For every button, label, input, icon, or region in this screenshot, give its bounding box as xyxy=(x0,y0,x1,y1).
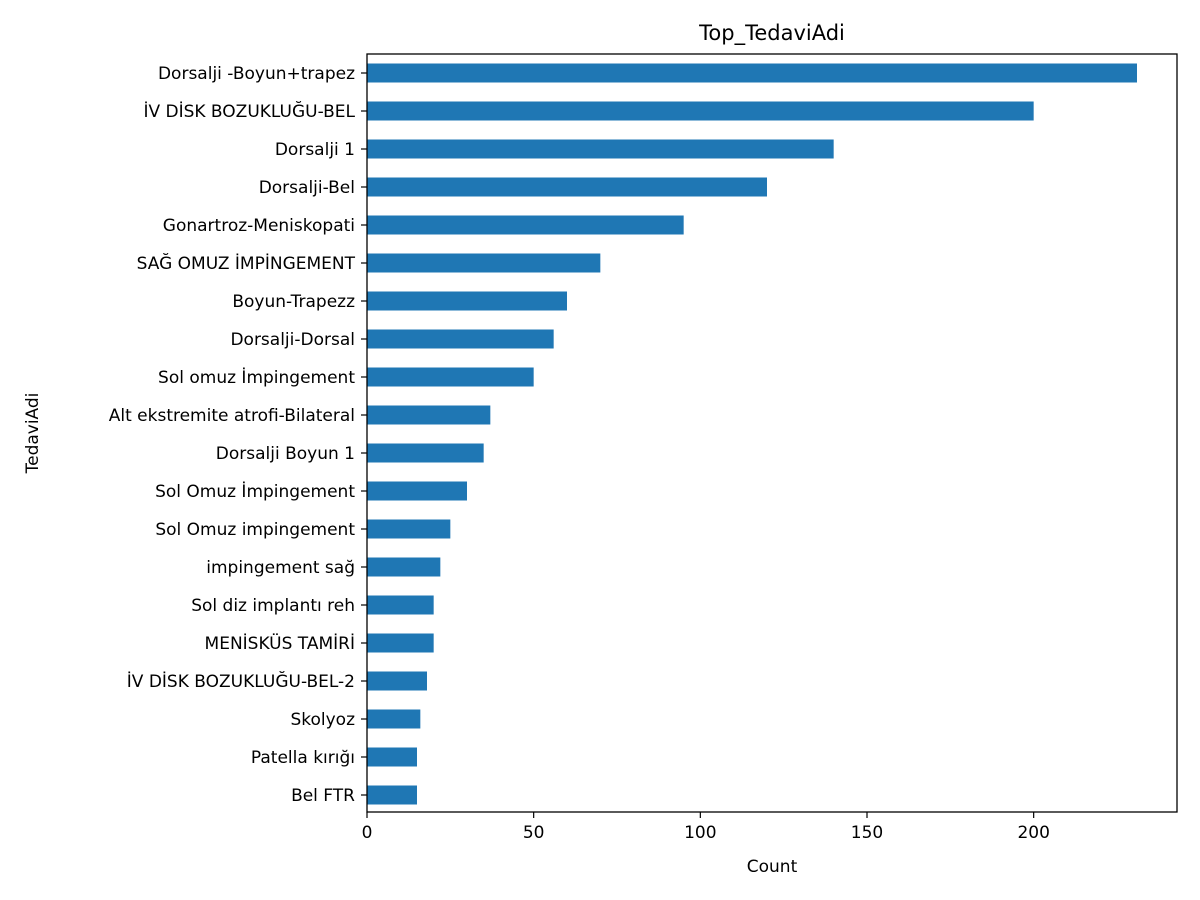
chart-title: Top_TedaviAdi xyxy=(698,21,845,46)
bar xyxy=(367,139,834,159)
bar xyxy=(367,367,534,387)
bars-group xyxy=(367,63,1137,805)
bar xyxy=(367,747,417,767)
bar xyxy=(367,405,491,425)
x-axis-label: Count xyxy=(747,857,798,877)
y-tick-label: Patella kırığı xyxy=(251,748,355,768)
y-tick-label: MENİSKÜS TAMİRİ xyxy=(205,632,355,654)
x-tick-label: 0 xyxy=(362,823,373,843)
y-tick-label: Dorsalji-Dorsal xyxy=(230,330,355,350)
y-axis-ticks: Dorsalji -Boyun+trapez İV DİSK BOZUKLUĞU-… xyxy=(109,64,367,806)
y-tick-label: Skolyoz xyxy=(290,710,355,730)
x-tick-label: 100 xyxy=(684,823,716,843)
y-tick-label: Dorsalji 1 xyxy=(275,140,355,160)
y-tick-label: Bel FTR xyxy=(291,786,355,806)
bar xyxy=(367,481,467,501)
bar xyxy=(367,443,484,463)
y-tick-label: Sol omuz İmpingement xyxy=(158,367,355,388)
y-tick-label: Boyun-Trapezz xyxy=(232,292,355,312)
bar xyxy=(367,329,554,349)
bar xyxy=(367,101,1034,121)
bar xyxy=(367,595,434,615)
bar xyxy=(367,177,767,197)
plot-frame xyxy=(366,53,1178,813)
y-tick-label: Dorsalji Boyun 1 xyxy=(216,444,355,464)
y-tick-label: Gonartroz-Meniskopati xyxy=(163,216,355,236)
bar xyxy=(367,215,684,235)
bar xyxy=(367,709,421,729)
bar xyxy=(367,671,427,691)
x-axis-ticks: 0 50 100 150 200 xyxy=(362,812,1050,843)
y-tick-label: Sol Omuz İmpingement xyxy=(155,481,355,502)
y-tick-label: Sol diz implantı reh xyxy=(191,596,355,616)
x-tick-label: 200 xyxy=(1017,823,1049,843)
y-tick-label: İV DİSK BOZUKLUĞU-BEL xyxy=(143,100,355,122)
bar xyxy=(367,557,441,577)
bar xyxy=(367,785,417,805)
y-tick-label: SAĞ OMUZ İMPİNGEMENT xyxy=(137,252,356,274)
y-tick-label: Dorsalji-Bel xyxy=(259,178,355,198)
bar xyxy=(367,519,451,539)
x-tick-label: 50 xyxy=(523,823,545,843)
x-tick-label: 150 xyxy=(851,823,883,843)
bar xyxy=(367,253,601,273)
y-axis-label: TedaviAdi xyxy=(23,393,43,475)
y-tick-label: Alt ekstremite atrofi-Bilateral xyxy=(109,406,355,426)
bar xyxy=(367,63,1137,83)
y-tick-label: İV DİSK BOZUKLUĞU-BEL-2 xyxy=(127,670,355,692)
bar xyxy=(367,633,434,653)
y-tick-label: impingement sağ xyxy=(206,558,355,578)
y-tick-label: Dorsalji -Boyun+trapez xyxy=(158,64,355,84)
bar xyxy=(367,291,567,311)
y-tick-label: Sol Omuz impingement xyxy=(155,520,355,540)
